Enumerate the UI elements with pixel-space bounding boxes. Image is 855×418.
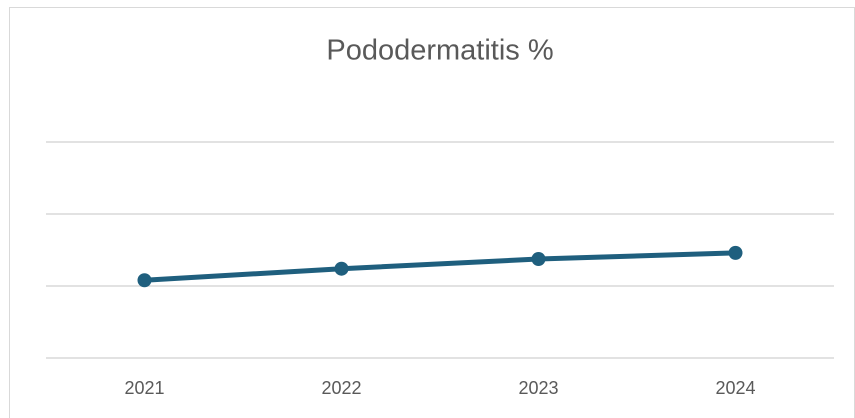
x-tick-label: 2024 bbox=[715, 378, 755, 398]
x-tick-label: 2023 bbox=[518, 378, 558, 398]
x-tick-label: 2021 bbox=[124, 378, 164, 398]
chart-title: Pododermatitis % bbox=[326, 35, 553, 67]
chart-border bbox=[9, 7, 855, 418]
x-tick-label: 2022 bbox=[321, 378, 361, 398]
marker bbox=[334, 261, 349, 276]
marker bbox=[531, 252, 546, 266]
marker bbox=[728, 245, 743, 260]
line bbox=[144, 250, 736, 283]
marker bbox=[137, 273, 152, 288]
